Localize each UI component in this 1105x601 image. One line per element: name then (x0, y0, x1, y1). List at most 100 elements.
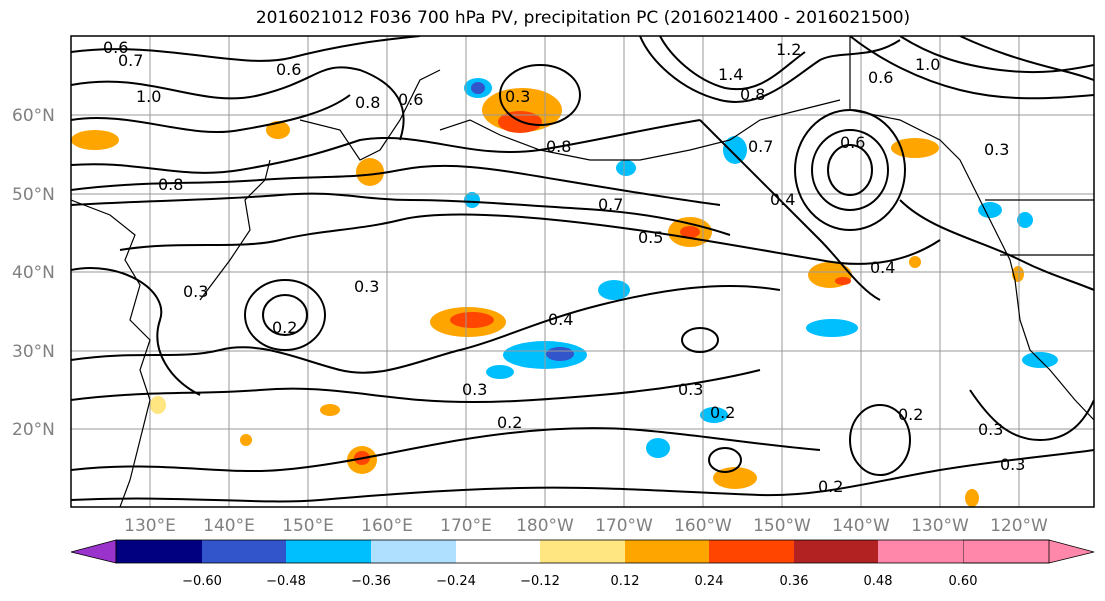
lon-label: 130°E (124, 516, 176, 536)
contour-label: 0.7 (118, 51, 143, 70)
colorbar-segment (540, 540, 625, 563)
contour-label: 0.3 (984, 140, 1009, 159)
colorbar-ticks: −0.60 −0.48 −0.36 −0.24 −0.12 0.12 0.24 … (182, 574, 977, 589)
precip-negative-patch (700, 407, 728, 423)
colorbar-segment (202, 540, 286, 563)
precip-negative-patch (471, 82, 485, 94)
precip-positive-patch (835, 277, 851, 285)
precip-negative-patch (646, 438, 670, 458)
colorbar-tick-label: 0.12 (611, 574, 640, 589)
contour-label: 0.2 (272, 318, 297, 337)
precip-positive-patch (356, 158, 384, 186)
map-frame (70, 35, 1095, 508)
lon-label: 160°W (674, 516, 732, 536)
contour-label: 0.3 (1000, 455, 1025, 474)
contour-label: 0.2 (818, 477, 843, 496)
pv-contours (71, 36, 1094, 503)
precip-shading (71, 78, 1058, 507)
colorbar-left-extend (70, 539, 117, 564)
colorbar-segment (625, 540, 709, 563)
lon-label: 180°W (516, 516, 574, 536)
precip-positive-patch (909, 256, 921, 268)
contour-label: 0.7 (598, 195, 623, 214)
contour-label: 1.2 (776, 40, 801, 59)
precip-negative-patch (486, 365, 514, 379)
contour-label: 1.0 (915, 55, 940, 74)
contour-label: 0.5 (638, 228, 663, 247)
contour-label: 0.3 (354, 277, 379, 296)
contour-label: 0.8 (740, 85, 765, 104)
contour-label: 0.3 (183, 282, 208, 301)
graticule (71, 36, 1094, 507)
precip-negative-patch (598, 280, 630, 300)
precip-negative-patch (546, 347, 574, 361)
contour-label: 0.3 (462, 380, 487, 399)
lon-label: 170°E (440, 516, 492, 536)
colorbar-tick-label: −0.36 (351, 574, 391, 589)
precip-negative-patch (723, 136, 747, 164)
lon-label: 130°W (911, 516, 969, 536)
colorbar-segment (709, 540, 794, 563)
lon-label: 150°W (753, 516, 811, 536)
colorbar-tick-label: −0.48 (266, 574, 306, 589)
contour-labels: 0.6 0.7 1.0 0.6 0.8 0.6 0.3 0.8 1.2 1.4 … (103, 38, 1025, 496)
contour-label: 0.2 (710, 403, 735, 422)
lon-label: 140°E (203, 516, 255, 536)
precip-negative-patch (464, 192, 480, 208)
contour-label: 1.4 (718, 65, 743, 84)
precip-positive-patch (320, 404, 340, 416)
colorbar-segment (116, 540, 202, 563)
colorbar-tick-label: −0.60 (182, 574, 222, 589)
contour-label: 0.2 (497, 413, 522, 432)
coastlines (71, 36, 1094, 507)
contour-label: 0.8 (355, 93, 380, 112)
colorbar-tick-label: 0.36 (780, 574, 809, 589)
colorbar-frame (115, 539, 1050, 564)
precip-positive-patch (266, 121, 290, 139)
colorbar-segment (286, 540, 371, 563)
precip-positive-patch (680, 226, 700, 238)
contour-label: 0.6 (398, 90, 423, 109)
map-title: 2016021012 F036 700 hPa PV, precipitatio… (255, 8, 911, 28)
colorbar-tick-label: 0.24 (695, 574, 724, 589)
lon-label: 160°E (361, 516, 413, 536)
contour-label: 0.6 (840, 133, 865, 152)
colorbar-tick-label: 0.48 (864, 574, 893, 589)
contour-label: 0.3 (978, 420, 1003, 439)
contour-label: 0.6 (276, 60, 301, 79)
precip-negative-patch (806, 319, 858, 337)
colorbar (70, 539, 1095, 564)
colorbar-segment (794, 540, 878, 563)
contour-label: 0.6 (868, 68, 893, 87)
contour-label: 0.3 (505, 87, 530, 106)
colorbar-right-extend (962, 539, 1095, 564)
longitude-labels: 130°E 140°E 150°E 160°E 170°E 180°W 170°… (124, 516, 1048, 536)
contour-label: 1.0 (136, 87, 161, 106)
contour-label: 0.8 (158, 175, 183, 194)
precip-positive-patch (240, 434, 252, 446)
colorbar-tick-label: −0.12 (520, 574, 560, 589)
colorbar-tick-label: 0.60 (949, 574, 978, 589)
contour-label: 0.4 (870, 258, 895, 277)
precip-positive-patch (450, 312, 494, 328)
latitude-labels: 60°N 50°N 40°N 30°N 20°N (12, 106, 55, 440)
lon-label: 170°W (595, 516, 653, 536)
lat-label: 50°N (12, 185, 55, 205)
precip-positive-patch (71, 130, 119, 150)
contour-label: 0.8 (546, 137, 571, 156)
lon-label: 120°W (990, 516, 1048, 536)
precip-negative-patch (1017, 212, 1033, 228)
lat-label: 20°N (12, 420, 55, 440)
lon-label: 150°E (282, 516, 334, 536)
precip-positive-patch (150, 396, 166, 414)
contour-label: 0.4 (548, 310, 573, 329)
colorbar-segment (878, 540, 963, 563)
contour-label: 0.2 (898, 405, 923, 424)
colorbar-segment (371, 540, 456, 563)
contour-label: 0.4 (770, 190, 795, 209)
lat-label: 60°N (12, 106, 55, 126)
precip-positive-patch (965, 489, 979, 507)
contour-label: 0.6 (103, 38, 128, 57)
lat-label: 30°N (12, 342, 55, 362)
